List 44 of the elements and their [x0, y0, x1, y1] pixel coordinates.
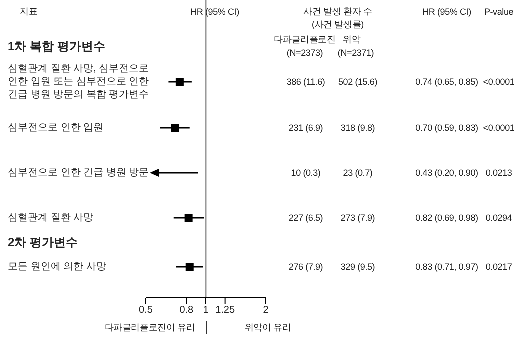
text: (사건 발생률) [312, 18, 364, 32]
text: 329 (9.5) [340, 262, 376, 272]
text: 다파글리플로진이 유리 [104, 322, 196, 334]
y-tick-label: 심부전으로 인한 입원 [8, 122, 105, 134]
text: (N=2373) [286, 48, 324, 58]
text: 227 (6.5) [288, 213, 324, 223]
x-tick-label: 2 [263, 305, 270, 316]
y-tick-label: 2차 평가변수 [8, 234, 78, 252]
x-tick-label: 0.8 [180, 305, 194, 316]
y-tick-label: 1차 복합 평가변수 [8, 38, 106, 56]
text: 23 (0.7) [343, 168, 373, 178]
text: 0.0217 [486, 262, 512, 272]
y-tick-label: 심부전으로 인한 긴급 병원 방문 [8, 166, 150, 180]
y-tick-label: 심혈관계 질환 사망, 심부전으로 인한 입원 또는 심부전으로 인한 긴급 병원 방문의 복합 평가변수 [8, 62, 150, 102]
annotation: HR (95% CI) [190, 7, 240, 17]
text: 318 (9.8) [340, 123, 376, 133]
text: 10 (0.3) [291, 168, 321, 178]
text: 다파글리플로진 [274, 34, 336, 46]
text: <0.0001 [483, 77, 515, 87]
text: 502 (15.6) [338, 77, 378, 87]
text: 위약 [343, 34, 361, 46]
text: 0.43 (0.20, 0.90) [416, 168, 478, 178]
text: 231 (6.9) [288, 123, 324, 133]
data-label: 0.82 (0.69, 0.98) [416, 213, 478, 223]
data-label: 0.83 (0.71, 0.97) [416, 262, 478, 272]
text: 위약이 유리 [244, 322, 292, 334]
text: <0.0001 [483, 123, 515, 133]
text: 276 (7.9) [288, 262, 324, 272]
x-tick-label: 1.25 [216, 305, 236, 316]
text: P-value [484, 7, 514, 17]
y-tick-label: 심혈관계 질환 사망 [8, 212, 95, 224]
data-label: 0.74 (0.65, 0.85) [416, 77, 478, 87]
text: 0.0213 [486, 168, 512, 178]
text: 386 (11.6) [286, 77, 326, 87]
text: HR (95% CI) [422, 7, 472, 17]
x-tick-label: 1 [203, 305, 210, 316]
text: 사건 발생 환자 수 [304, 6, 372, 18]
y-tick-label: 모든 원인에 의한 사망 [8, 260, 108, 274]
text: 0.0294 [486, 213, 512, 223]
text: (N=2371) [338, 48, 374, 58]
text: 지표 [20, 6, 38, 18]
x-tick-label: 0.5 [139, 305, 154, 316]
text: 273 (7.9) [340, 213, 376, 223]
data-label: 0.70 (0.59, 0.83) [416, 123, 478, 133]
